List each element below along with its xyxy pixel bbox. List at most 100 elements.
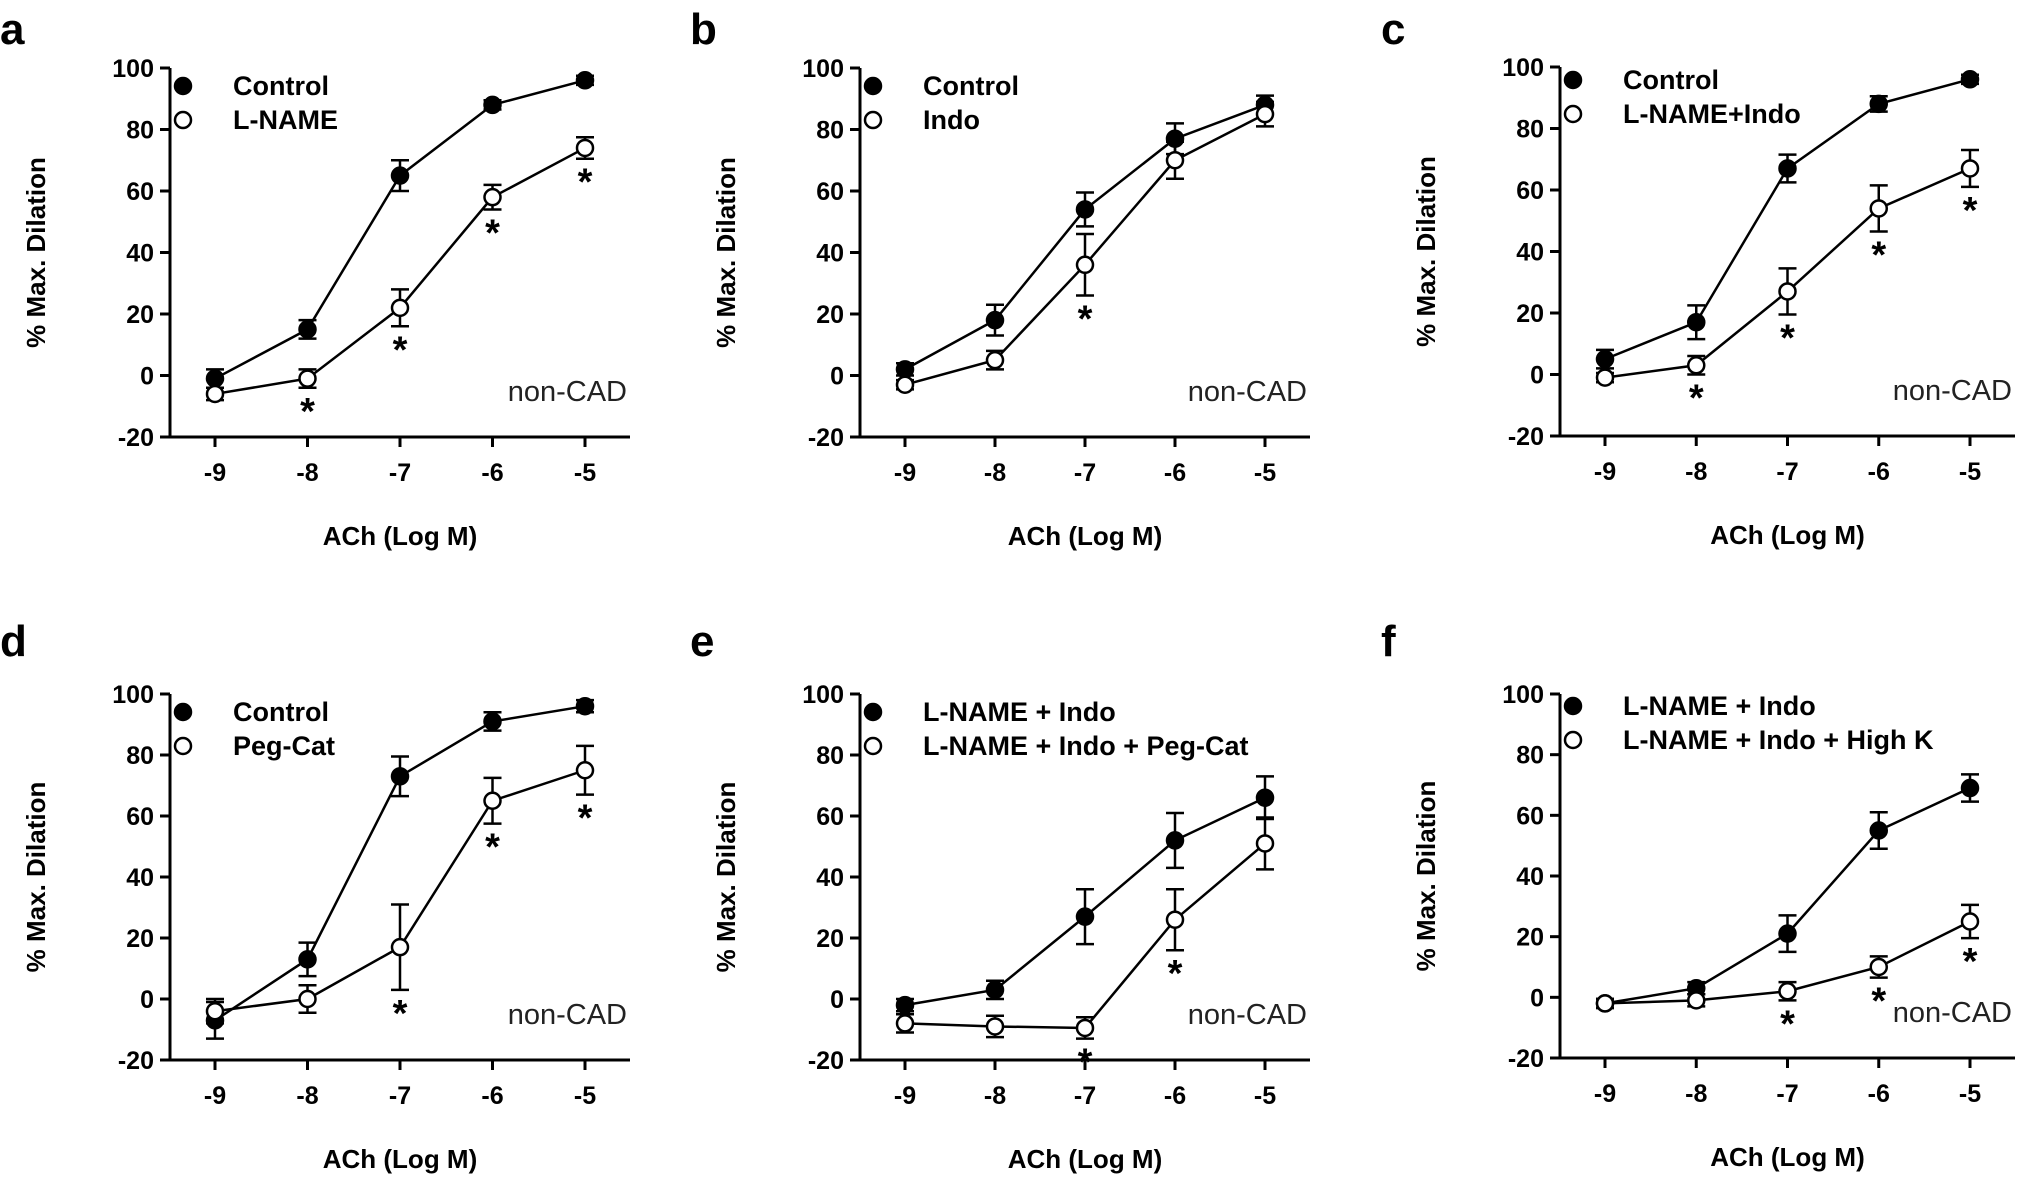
data-point	[390, 937, 410, 957]
x-tick-label: -5	[1959, 1080, 1981, 1108]
legend-marker	[1563, 104, 1583, 124]
x-tick-label: -7	[1776, 458, 1798, 486]
x-tick-label: -8	[296, 459, 318, 487]
y-tick-label: 20	[1516, 300, 1544, 328]
data-point	[298, 989, 317, 1009]
x-tick-label: -9	[204, 1082, 226, 1110]
data-point	[895, 360, 915, 379]
legend: Control L-NAME	[173, 71, 338, 135]
data-point	[1687, 312, 1706, 332]
significance-star: *	[485, 212, 500, 254]
legend: Control Peg-Cat	[173, 697, 335, 761]
panel-letter: d	[0, 617, 27, 666]
x-tick-label: -7	[1776, 1080, 1798, 1108]
significance-star: *	[1780, 318, 1795, 360]
significance-star: *	[393, 329, 408, 371]
data-point	[1778, 924, 1797, 943]
y-tick-label: 60	[816, 803, 844, 831]
legend-label: L-NAME + Indo	[1623, 691, 1816, 721]
series-line	[1604, 786, 1971, 1005]
legend-marker	[1563, 696, 1583, 716]
legend-label: Peg-Cat	[233, 731, 335, 761]
group-annotation: non-CAD	[1188, 999, 1307, 1031]
data-point	[483, 712, 502, 731]
series-open: * * * *	[205, 135, 595, 433]
group-annotation: non-CAD	[1188, 376, 1307, 408]
y-tick-label: 20	[126, 301, 154, 329]
data-point	[575, 696, 595, 716]
data-point	[985, 350, 1005, 370]
legend-label: L-NAME + Indo + Peg-Cat	[923, 731, 1249, 761]
data-point	[390, 166, 410, 185]
legend-label: Indo	[923, 105, 980, 135]
x-tick-label: -8	[984, 459, 1006, 487]
panel-letter: a	[0, 5, 25, 54]
y-tick-label: 100	[112, 681, 154, 709]
y-tick-label: 60	[816, 178, 844, 206]
y-axis-title: % Max. Dilation	[21, 782, 51, 973]
data-point	[1960, 159, 1980, 178]
x-tick-label: -9	[1594, 1080, 1616, 1108]
y-tick-label: 20	[1516, 924, 1544, 952]
y-tick-label: 80	[816, 117, 844, 145]
group-annotation: non-CAD	[1893, 375, 2012, 407]
legend-label: L-NAME + Indo	[923, 697, 1116, 727]
panel-letter: e	[690, 617, 714, 666]
data-point	[298, 320, 317, 339]
x-axis-title: ACh (Log M)	[1008, 1144, 1163, 1174]
y-tick-label: 100	[802, 55, 844, 83]
series-open: **	[895, 816, 1275, 1084]
data-point	[1595, 349, 1615, 369]
x-tick-label: -8	[296, 1082, 318, 1110]
y-tick-label: 20	[816, 301, 844, 329]
y-tick-label: 0	[1530, 984, 1544, 1012]
group-annotation: non-CAD	[508, 376, 627, 408]
data-point	[298, 950, 317, 969]
x-tick-label: -7	[1074, 1082, 1096, 1110]
significance-star: *	[1078, 299, 1093, 341]
significance-star: *	[300, 391, 315, 433]
group-annotation: non-CAD	[508, 999, 627, 1031]
panel-letter: b	[690, 5, 717, 54]
group-annotation: non-CAD	[1893, 997, 2012, 1029]
chart-panel-a: a -20 0 20 40 60 80 100 -9 -8 -7 -6 -5 ACh (Log M) % M…	[0, 5, 630, 551]
y-tick-label: 100	[1502, 54, 1544, 82]
legend-marker	[173, 76, 193, 96]
data-point	[1960, 778, 1980, 798]
legend-marker	[863, 76, 883, 96]
x-tick-label: -9	[894, 1082, 916, 1110]
x-tick-label: -7	[389, 1082, 411, 1110]
data-point	[1778, 159, 1797, 178]
y-tick-label: 20	[816, 925, 844, 953]
y-tick-label: 60	[1516, 802, 1544, 830]
chart-panel-d: d -20 0 20 40 60 80 100 -9 -8 -7 -6 -5 ACh (Log M) % M…	[0, 617, 630, 1174]
legend: Control L-NAME+Indo	[1563, 65, 1801, 129]
y-tick-label: 0	[140, 363, 154, 391]
data-point	[1255, 834, 1275, 853]
y-axis-title: % Max. Dilation	[1411, 156, 1441, 347]
x-tick-label: -6	[481, 459, 503, 487]
legend-label: Control	[923, 71, 1019, 101]
y-tick-label: -20	[808, 1047, 844, 1075]
data-point	[1595, 994, 1615, 1013]
series-filled	[205, 71, 595, 390]
x-tick-label: -5	[1959, 458, 1981, 486]
legend-marker	[863, 702, 883, 722]
series-open: *	[895, 100, 1275, 394]
y-tick-label: 80	[1516, 116, 1544, 144]
data-point	[1869, 957, 1888, 977]
data-point	[298, 369, 317, 388]
x-tick-label: -6	[1868, 1080, 1890, 1108]
data-point	[985, 1017, 1005, 1036]
y-tick-label: 80	[126, 742, 154, 770]
series-filled	[1595, 70, 1980, 370]
y-tick-label: 60	[1516, 177, 1544, 205]
y-axis-title: % Max. Dilation	[21, 157, 51, 348]
data-point	[1165, 151, 1185, 170]
x-tick-label: -7	[1074, 459, 1096, 487]
x-tick-label: -5	[574, 459, 596, 487]
x-tick-label: -5	[1254, 1082, 1276, 1110]
series-filled	[1595, 773, 1980, 1013]
x-axis-title: ACh (Log M)	[1710, 520, 1865, 550]
